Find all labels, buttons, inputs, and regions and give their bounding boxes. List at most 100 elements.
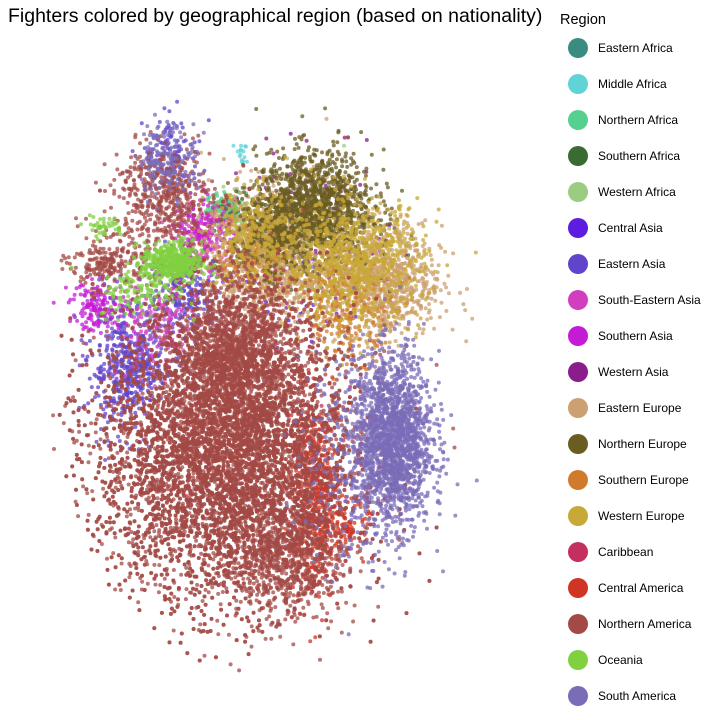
data-point bbox=[438, 288, 443, 293]
data-point bbox=[140, 322, 145, 327]
data-point bbox=[99, 364, 104, 369]
data-point bbox=[381, 147, 386, 152]
data-point bbox=[293, 136, 297, 141]
data-point bbox=[307, 154, 312, 159]
data-point bbox=[294, 178, 299, 183]
data-point bbox=[425, 317, 430, 322]
data-point bbox=[82, 324, 87, 329]
data-point bbox=[162, 106, 167, 111]
data-point bbox=[105, 369, 110, 374]
data-point bbox=[133, 410, 138, 415]
data-point bbox=[312, 147, 317, 152]
data-point bbox=[95, 308, 100, 313]
data-point bbox=[153, 338, 158, 343]
data-point bbox=[346, 203, 351, 207]
data-point bbox=[186, 293, 191, 298]
data-point bbox=[116, 326, 121, 331]
data-point bbox=[267, 188, 272, 193]
data-point bbox=[93, 395, 97, 400]
data-point bbox=[103, 297, 107, 302]
data-point bbox=[254, 107, 259, 111]
data-point bbox=[423, 218, 428, 223]
data-point bbox=[285, 164, 290, 169]
data-point bbox=[298, 164, 303, 169]
data-point bbox=[274, 188, 279, 193]
data-point bbox=[299, 213, 304, 217]
data-point bbox=[174, 291, 179, 296]
data-point bbox=[167, 126, 172, 131]
data-point bbox=[393, 339, 398, 344]
data-point bbox=[358, 182, 363, 187]
data-point bbox=[115, 322, 120, 327]
data-point bbox=[215, 193, 220, 198]
data-point bbox=[111, 398, 116, 403]
data-point bbox=[221, 282, 226, 287]
data-point bbox=[110, 330, 115, 335]
data-point bbox=[94, 439, 99, 444]
data-point bbox=[369, 292, 374, 296]
data-point bbox=[221, 184, 226, 189]
data-point bbox=[242, 155, 247, 160]
data-point bbox=[225, 181, 230, 185]
data-point bbox=[429, 263, 434, 268]
data-point bbox=[420, 296, 425, 300]
data-point bbox=[145, 351, 150, 356]
data-point bbox=[301, 232, 306, 237]
data-point bbox=[129, 340, 134, 345]
data-point bbox=[324, 116, 329, 121]
data-point bbox=[340, 164, 345, 169]
data-point bbox=[417, 326, 422, 331]
data-point bbox=[340, 157, 344, 162]
data-point bbox=[351, 151, 356, 156]
data-point bbox=[305, 190, 310, 195]
data-point bbox=[167, 109, 172, 114]
data-point bbox=[206, 178, 211, 182]
data-point bbox=[219, 237, 224, 242]
data-point bbox=[111, 334, 116, 339]
data-point bbox=[305, 202, 310, 207]
data-point bbox=[280, 171, 285, 176]
data-point bbox=[329, 224, 334, 229]
data-point bbox=[102, 400, 107, 405]
data-point bbox=[241, 159, 246, 164]
data-point bbox=[117, 343, 122, 348]
data-point bbox=[429, 270, 434, 275]
data-point bbox=[92, 372, 97, 377]
data-point bbox=[303, 155, 308, 160]
data-point bbox=[148, 333, 153, 338]
data-point bbox=[323, 172, 328, 177]
data-point bbox=[383, 203, 388, 208]
data-point bbox=[217, 222, 222, 227]
data-point bbox=[175, 99, 180, 104]
data-point bbox=[423, 306, 428, 311]
data-point bbox=[234, 171, 238, 176]
data-point bbox=[90, 277, 94, 282]
data-point bbox=[369, 186, 373, 191]
data-point bbox=[396, 305, 401, 310]
data-point bbox=[361, 225, 366, 230]
data-point bbox=[297, 181, 302, 186]
data-point bbox=[83, 357, 88, 362]
data-point bbox=[84, 290, 89, 295]
data-point bbox=[297, 176, 302, 180]
data-point bbox=[429, 257, 434, 262]
data-point bbox=[149, 336, 154, 341]
data-point bbox=[313, 248, 318, 253]
data-point bbox=[394, 295, 399, 300]
data-point bbox=[96, 319, 101, 324]
data-point bbox=[300, 114, 305, 119]
data-point bbox=[141, 399, 146, 404]
data-point bbox=[336, 128, 341, 133]
data-point bbox=[320, 150, 324, 155]
data-point bbox=[300, 134, 305, 139]
data-point bbox=[325, 150, 330, 155]
data-point bbox=[151, 378, 156, 383]
data-point bbox=[113, 302, 118, 307]
data-point bbox=[97, 343, 102, 347]
data-point bbox=[253, 167, 258, 171]
data-point bbox=[383, 210, 388, 215]
data-point bbox=[143, 331, 148, 335]
data-point bbox=[385, 305, 390, 310]
data-point bbox=[163, 239, 167, 244]
data-point bbox=[296, 145, 301, 150]
